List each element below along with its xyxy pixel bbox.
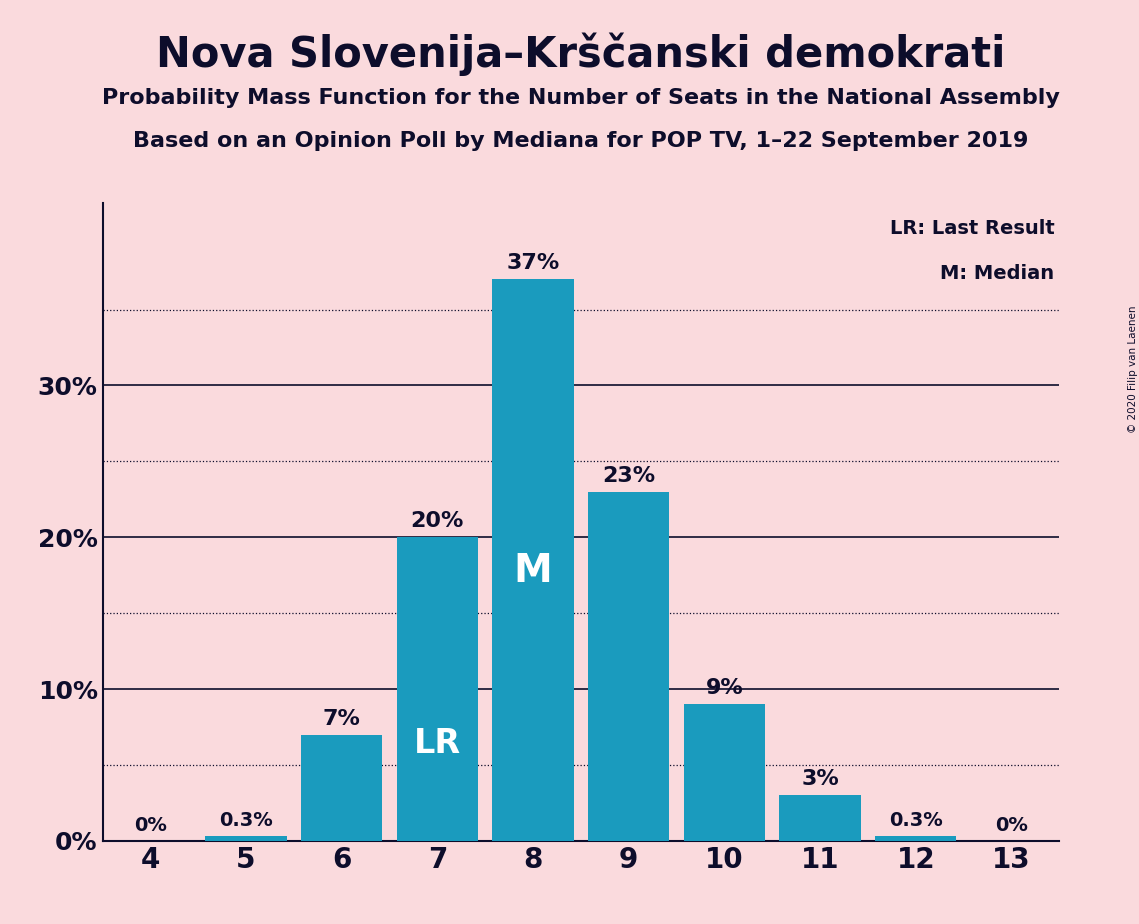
Text: Based on an Opinion Poll by Mediana for POP TV, 1–22 September 2019: Based on an Opinion Poll by Mediana for …	[133, 131, 1029, 152]
Text: 37%: 37%	[507, 253, 559, 274]
Bar	[683, 704, 765, 841]
Text: 7%: 7%	[322, 709, 361, 728]
Text: LR: LR	[413, 727, 461, 760]
Text: Probability Mass Function for the Number of Seats in the National Assembly: Probability Mass Function for the Number…	[103, 88, 1059, 108]
Text: © 2020 Filip van Laenen: © 2020 Filip van Laenen	[1129, 306, 1138, 433]
Text: 9%: 9%	[705, 678, 744, 699]
Text: 3%: 3%	[801, 769, 839, 789]
Text: 0.3%: 0.3%	[219, 811, 273, 831]
Text: M: Median: M: Median	[941, 264, 1055, 283]
Bar	[492, 279, 574, 841]
Text: 0%: 0%	[995, 816, 1027, 834]
Bar	[779, 796, 861, 841]
Text: 23%: 23%	[603, 466, 655, 486]
Text: M: M	[514, 553, 552, 590]
Text: 20%: 20%	[411, 511, 464, 531]
Text: Nova Slovenija–Krščanski demokrati: Nova Slovenija–Krščanski demokrati	[156, 32, 1006, 76]
Text: LR: Last Result: LR: Last Result	[890, 219, 1055, 238]
Bar	[205, 836, 287, 841]
Bar	[396, 537, 478, 841]
Bar	[588, 492, 670, 841]
Bar	[875, 836, 957, 841]
Text: 0%: 0%	[134, 816, 166, 834]
Bar	[301, 735, 383, 841]
Text: 0.3%: 0.3%	[888, 811, 943, 831]
